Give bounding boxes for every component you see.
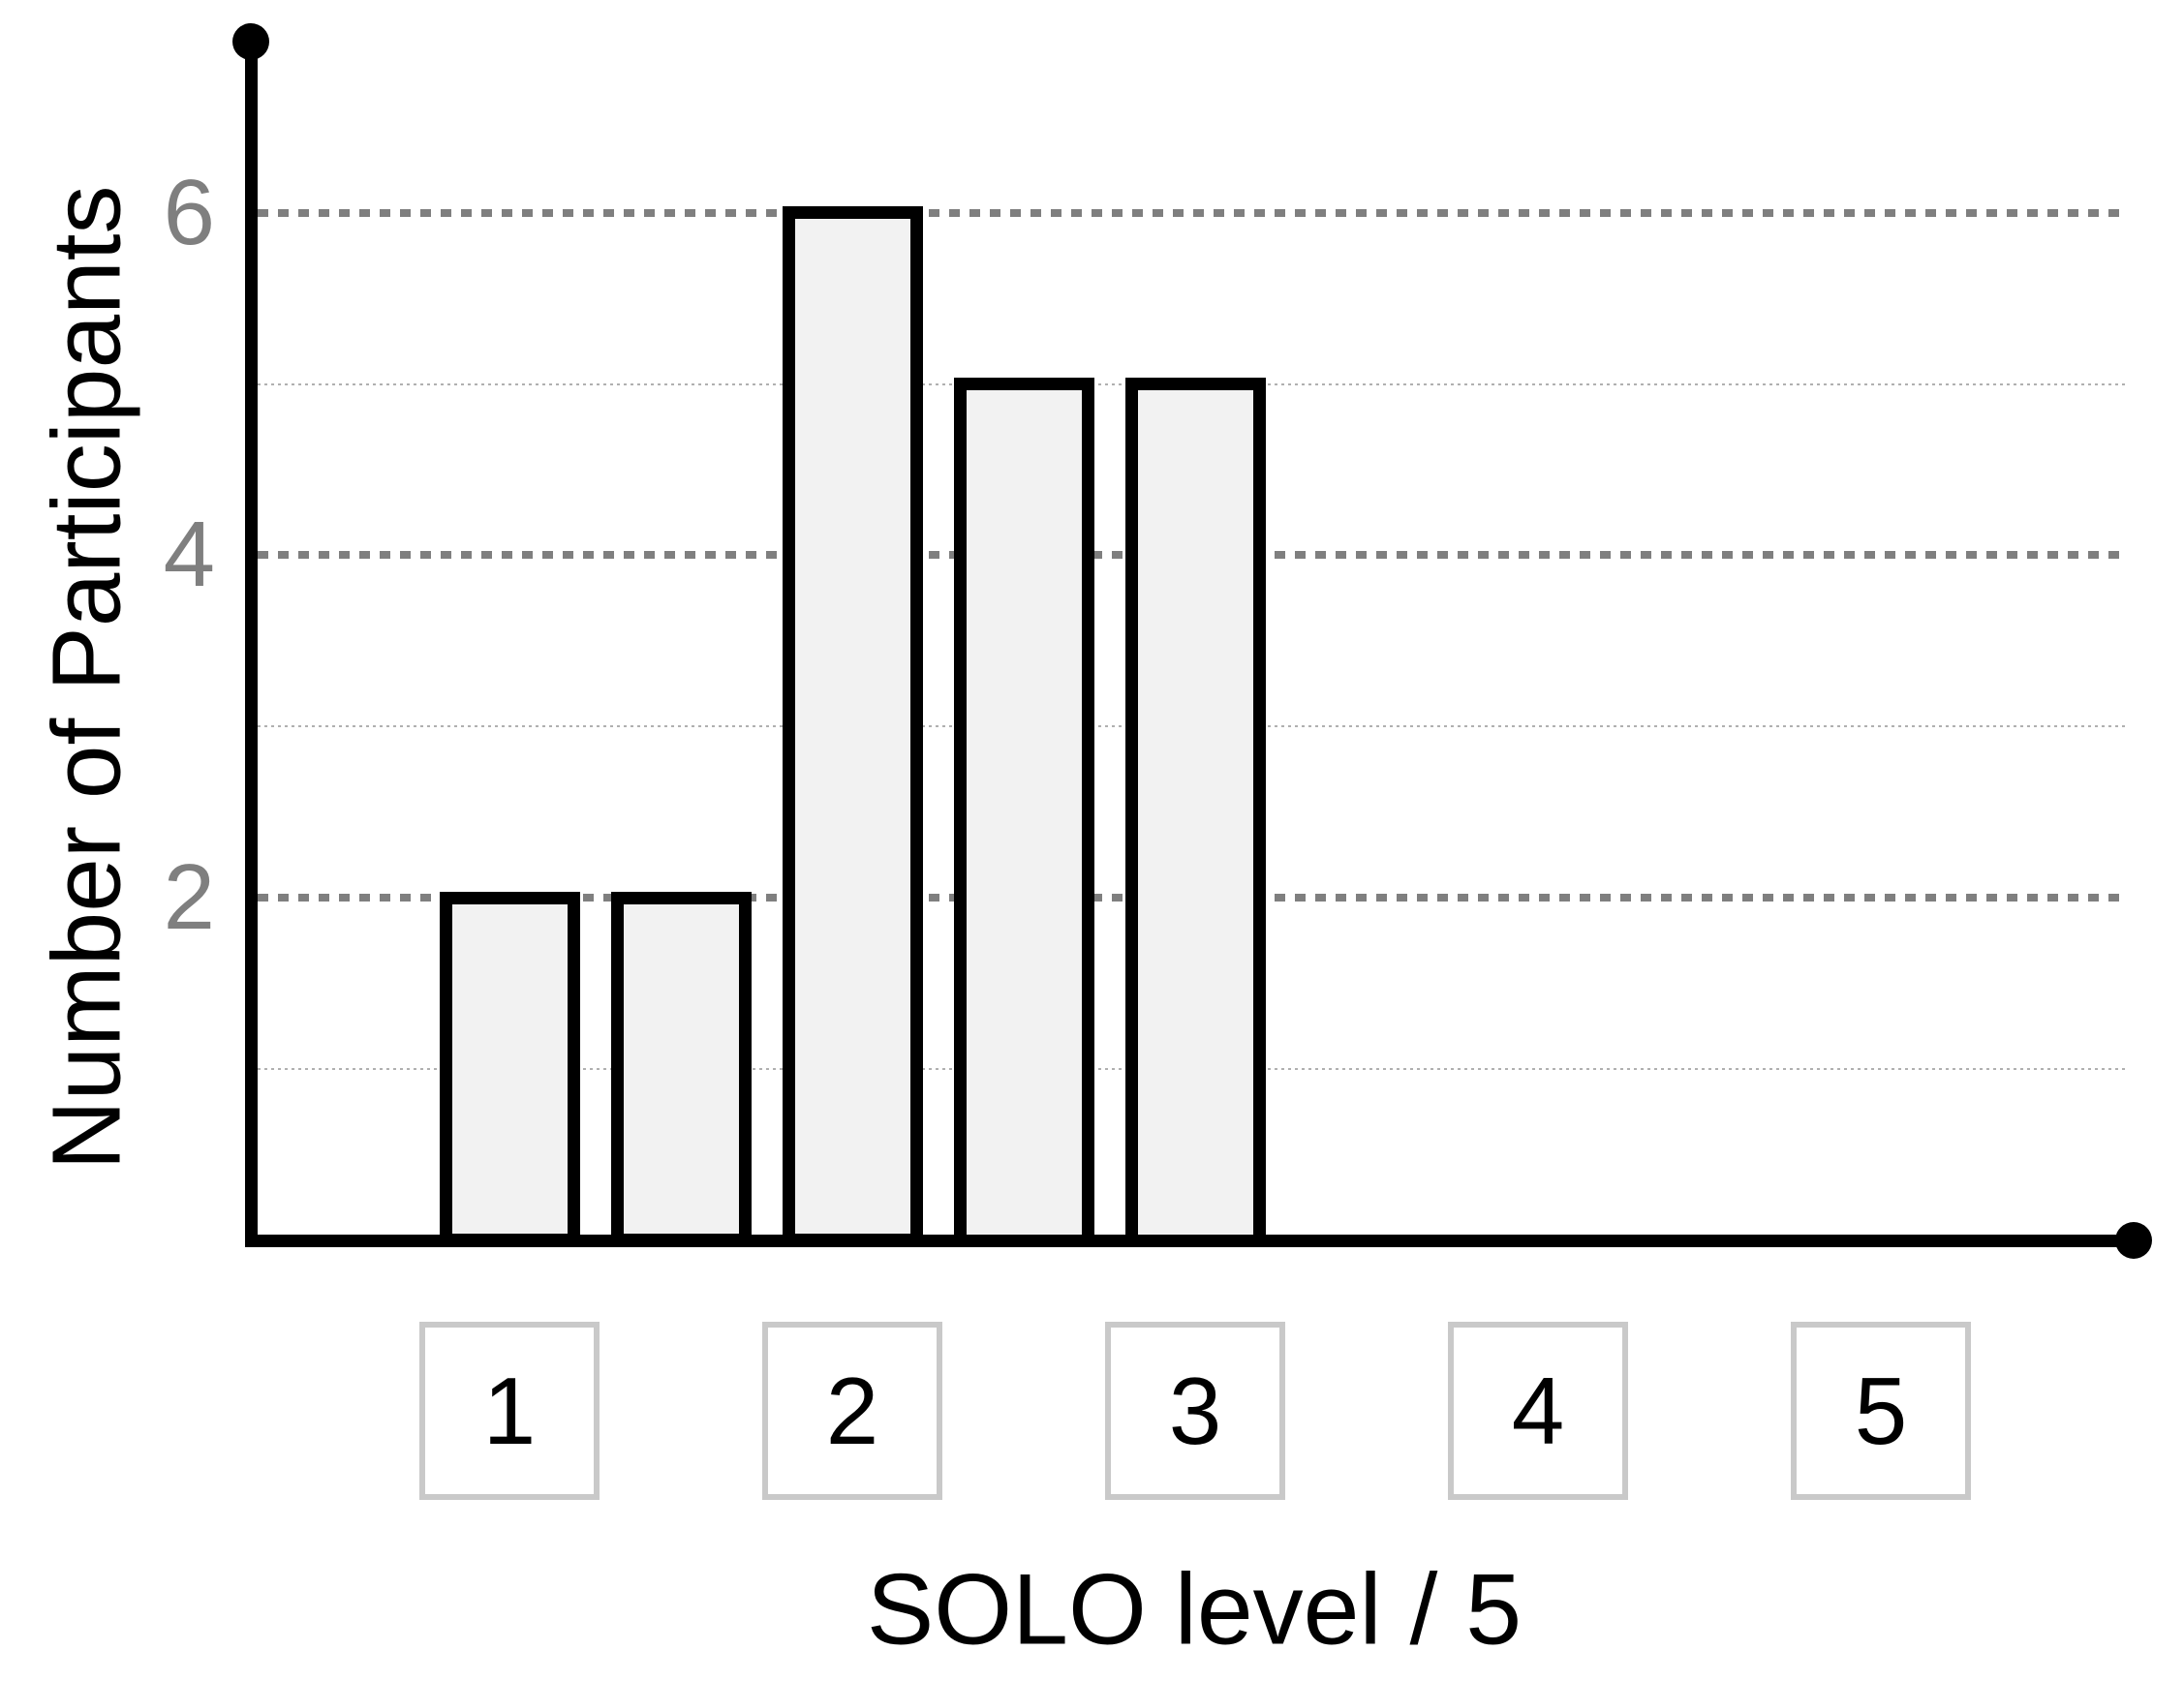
y-axis-end-marker: [232, 23, 269, 60]
gridline-y-6: [258, 208, 2129, 217]
x-tick-box-4: 4: [1448, 1322, 1628, 1500]
x-tick-box-1: 1: [419, 1322, 600, 1500]
x-tick-box-3: 3: [1105, 1322, 1285, 1500]
x-axis-title: SOLO level / 5: [866, 1553, 1523, 1666]
bar-x3-value-5: [1124, 378, 1266, 1247]
y-tick-label-6: 6: [163, 160, 215, 264]
y-axis-line: [244, 42, 258, 1247]
x-tick-box-5: 5: [1791, 1322, 1971, 1500]
bar-x1.5-value-2: [610, 891, 752, 1247]
y-tick-label-2: 2: [163, 845, 215, 950]
y-axis-title: Number of Participants: [32, 185, 141, 1171]
x-tick-box-2: 2: [762, 1322, 942, 1500]
bar-x2.5-value-5: [953, 378, 1094, 1247]
bar-x1-value-2: [439, 891, 580, 1247]
bar-x2-value-6: [782, 206, 923, 1247]
x-axis-end-marker: [2115, 1222, 2152, 1259]
y-tick-label-4: 4: [163, 503, 215, 607]
x-axis-line: [244, 1234, 2134, 1247]
